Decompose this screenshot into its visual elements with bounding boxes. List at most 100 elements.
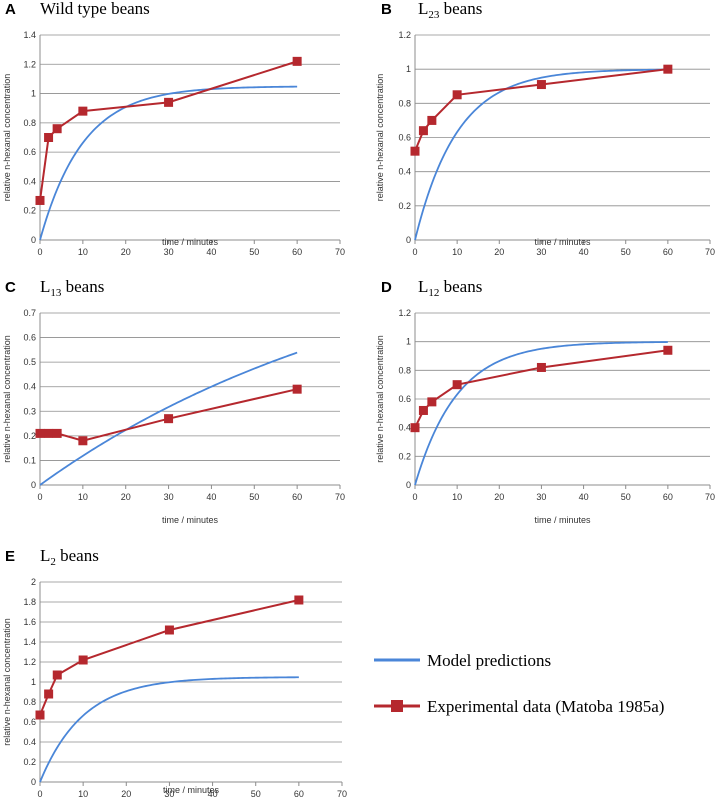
x-tick-label: 20 [121,247,131,257]
y-tick-label: 0.8 [398,98,411,108]
panel-title-main: Wild type beans [40,0,150,18]
y-tick-label: 0 [406,235,411,245]
experimental-data-point [410,146,420,156]
panel-title-subscript: 2 [50,556,56,568]
x-tick-label: 0 [37,247,42,257]
y-tick-label: 1.2 [23,59,36,69]
y-tick-label: 1.2 [398,308,411,318]
y-tick-label: 0.8 [23,697,36,707]
panel-title: L23 beans [418,0,482,21]
gridlines [40,581,342,763]
y-tick-label: 0 [31,235,36,245]
experimental-data-point [52,124,62,134]
experimental-data-point [78,106,88,116]
panel-b: B L23 beans 0 0.2 0.4 0.6 0.8 1 1.2 0 10 20 30 40 50 60… [375,0,715,257]
experimental-data-point [292,384,302,394]
x-ticks: 0 10 20 30 40 50 60 70 [37,240,345,257]
panel-title-subscript: 23 [428,9,440,21]
panel-title-tail: beans [56,546,99,565]
y-tick-label: 1.2 [398,30,411,40]
x-tick-label: 60 [294,789,304,797]
y-tick-label: 0.3 [23,406,36,416]
x-tick-label: 50 [621,247,631,257]
x-tick-label: 50 [621,492,631,502]
gridlines [40,34,340,212]
experimental-data-point [452,380,462,390]
x-tick-label: 70 [705,247,715,257]
x-tick-label: 30 [536,492,546,502]
experimental-data-point [44,133,54,142]
experimental-data-point [35,710,45,720]
y-axis-label: relative n-hexanal concentration [2,618,12,746]
legend-experimental-label: Experimental data (Matoba 1985a) [427,697,664,716]
experimental-data-point [164,625,174,635]
y-tick-label: 0.2 [398,201,411,211]
experimental-data-point [164,97,174,107]
experimental-data-point [35,195,45,205]
x-tick-label: 10 [78,789,88,797]
panel-c: C L13 beans 0 0.1 0.2 0.3 0.4 0.5 0.6 0.7 0 10 20 30 4… [2,277,345,525]
x-tick-label: 40 [579,247,589,257]
model-prediction-line [414,68,668,241]
experimental-data-point [663,345,673,355]
x-tick-label: 0 [412,247,417,257]
experimental-data-point [418,126,428,136]
y-tick-label: 0.6 [23,333,36,343]
experimental-data-point [452,90,462,100]
experimental-data-point [44,689,54,699]
y-ticks: 0 0.2 0.4 0.6 0.8 1 1.2 1.4 [23,30,36,245]
x-tick-label: 40 [208,789,218,797]
panel-title: L2 beans [40,546,99,568]
x-tick-label: 50 [251,789,261,797]
x-ticks: 0 10 20 30 40 50 60 70 [412,240,715,257]
x-tick-label: 50 [249,492,259,502]
y-tick-label: 0.4 [23,176,36,186]
x-tick-label: 10 [78,492,88,502]
model-prediction-line [39,351,298,486]
experimental-data-point [35,428,45,438]
experimental-data-point [44,428,54,438]
panel-a: A Wild type beans 0 0.2 0.4 0.6 0.8 1 1.2 1.4 0 10 2… [2,0,345,257]
y-tick-label: 0.7 [23,308,36,318]
x-tick-label: 20 [121,492,131,502]
y-axis-label: relative n-hexanal concentration [375,74,385,202]
y-tick-label: 0.6 [23,147,36,157]
y-tick-label: 0.2 [23,431,36,441]
x-axis-label: time / minutes [162,515,219,525]
x-tick-label: 0 [37,492,42,502]
x-axis-label: time / minutes [163,785,220,795]
model-prediction-line [414,341,668,486]
y-tick-label: 1 [31,89,36,99]
experimental-data-point [536,362,546,372]
y-tick-label: 0.4 [398,423,411,433]
y-tick-label: 0.4 [23,737,36,747]
y-tick-label: 0.5 [23,357,36,367]
x-tick-label: 30 [164,789,174,797]
x-tick-label: 20 [121,789,131,797]
y-tick-label: 0 [31,777,36,787]
y-tick-label: 0.2 [23,757,36,767]
y-tick-label: 0.4 [398,167,411,177]
x-tick-label: 40 [206,247,216,257]
panel-title-main: L [418,277,428,296]
experimental-data-point [427,115,437,125]
y-tick-label: 1 [406,337,411,347]
y-tick-label: 2 [31,577,36,587]
x-tick-label: 70 [337,789,347,797]
x-tick-label: 40 [206,492,216,502]
x-tick-label: 10 [78,247,88,257]
x-tick-label: 0 [412,492,417,502]
y-tick-label: 0.1 [23,455,36,465]
y-ticks: 0 0.2 0.4 0.6 0.8 1 1.2 [398,308,411,490]
panel-title-tail: beans [61,277,104,296]
panel-letter: E [5,548,15,565]
legend-experimental-marker [391,700,403,712]
experimental-data-point [52,428,62,438]
y-tick-label: 0.8 [398,365,411,375]
y-tick-label: 0.6 [23,717,36,727]
x-tick-label: 50 [249,247,259,257]
y-tick-label: 1 [31,677,36,687]
